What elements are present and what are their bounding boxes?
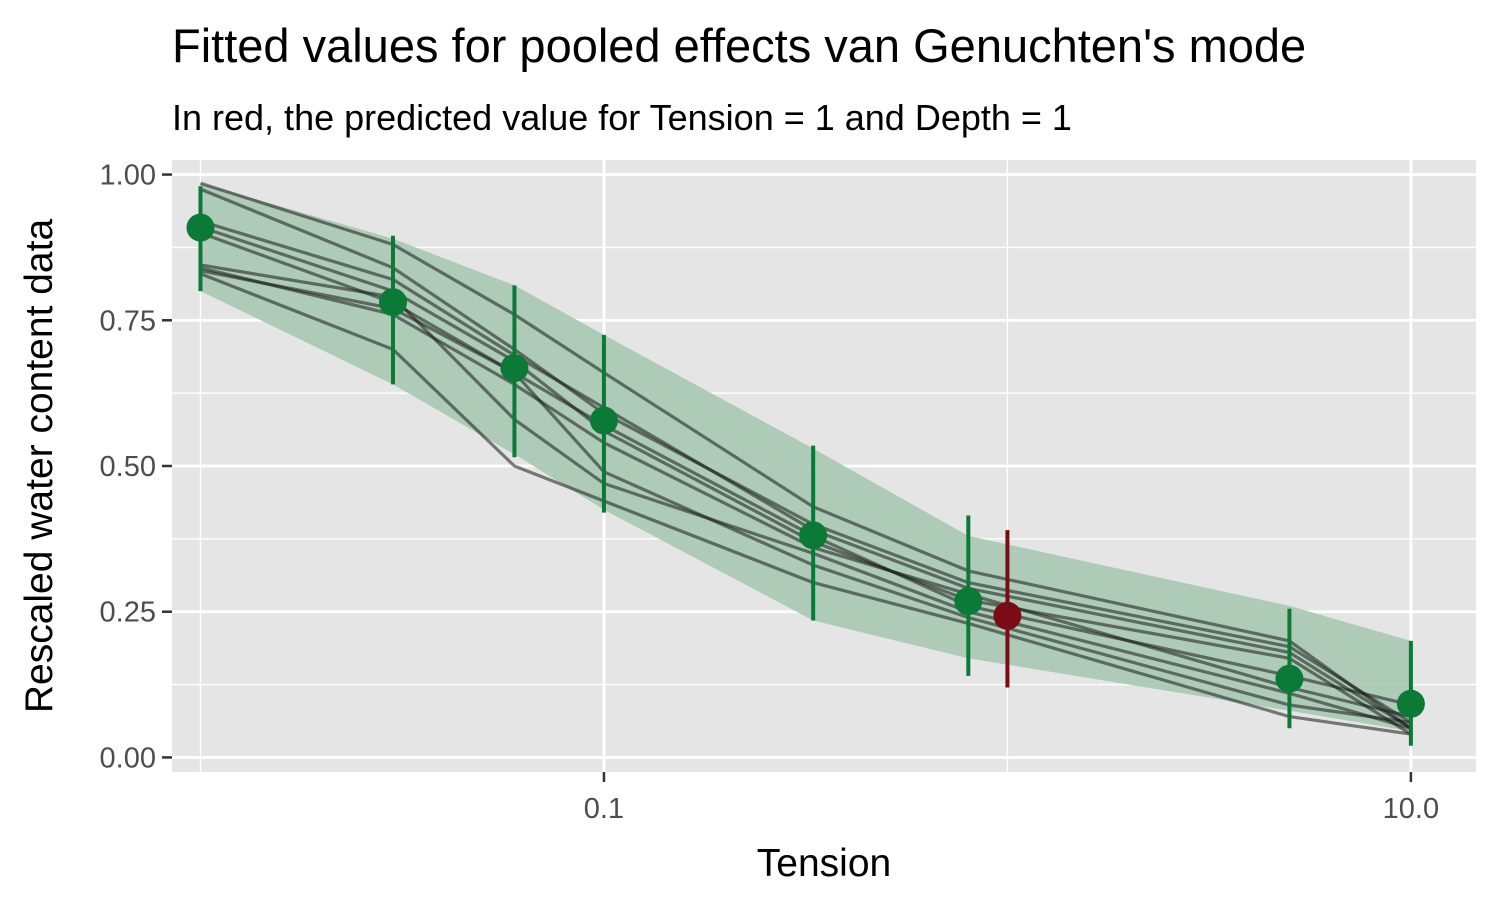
y-axis: 0.00 0.25 0.50 0.75 1.00 xyxy=(100,160,172,774)
fitted-point xyxy=(1396,689,1425,718)
fitted-point xyxy=(378,288,407,317)
chart-subtitle: In red, the predicted value for Tension … xyxy=(172,97,1072,138)
fitted-point xyxy=(1275,664,1304,693)
fitted-point xyxy=(500,354,529,383)
series-line xyxy=(200,266,1412,719)
predicted-point xyxy=(993,601,1022,630)
fitted-points xyxy=(186,213,1425,718)
series-line xyxy=(199,225,1412,736)
y-tick-label: 1.00 xyxy=(100,160,156,192)
fitted-point xyxy=(186,213,215,242)
x-axis-title: Tension xyxy=(757,842,891,885)
y-tick-label: 0.25 xyxy=(100,597,156,629)
fitted-point xyxy=(589,406,618,435)
x-axis: 0.1 10.0 xyxy=(584,772,1439,825)
x-tick-label: 0.1 xyxy=(584,793,624,825)
y-axis-title: Rescaled water content data xyxy=(18,219,61,714)
x-tick-label: 10.0 xyxy=(1383,793,1439,825)
fitted-point xyxy=(954,587,983,616)
series-line xyxy=(200,219,1412,730)
predicted-value xyxy=(993,530,1022,688)
fitted-point xyxy=(799,521,828,550)
series-line xyxy=(200,181,1412,730)
confidence-band xyxy=(200,183,1411,732)
major-grid xyxy=(172,160,1476,772)
series-line xyxy=(199,272,1412,736)
series-line xyxy=(199,231,1412,707)
series-line xyxy=(200,269,1412,725)
y-tick-label: 0.00 xyxy=(100,742,156,774)
chart-title: Fitted values for pooled effects van Gen… xyxy=(172,19,1306,72)
series-lines xyxy=(199,181,1412,736)
y-tick-label: 0.75 xyxy=(100,305,156,337)
y-tick-label: 0.50 xyxy=(100,451,156,483)
